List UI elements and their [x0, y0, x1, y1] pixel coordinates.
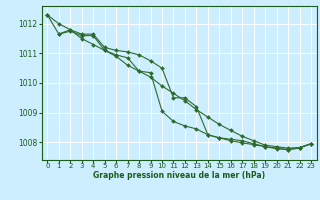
X-axis label: Graphe pression niveau de la mer (hPa): Graphe pression niveau de la mer (hPa): [93, 171, 265, 180]
